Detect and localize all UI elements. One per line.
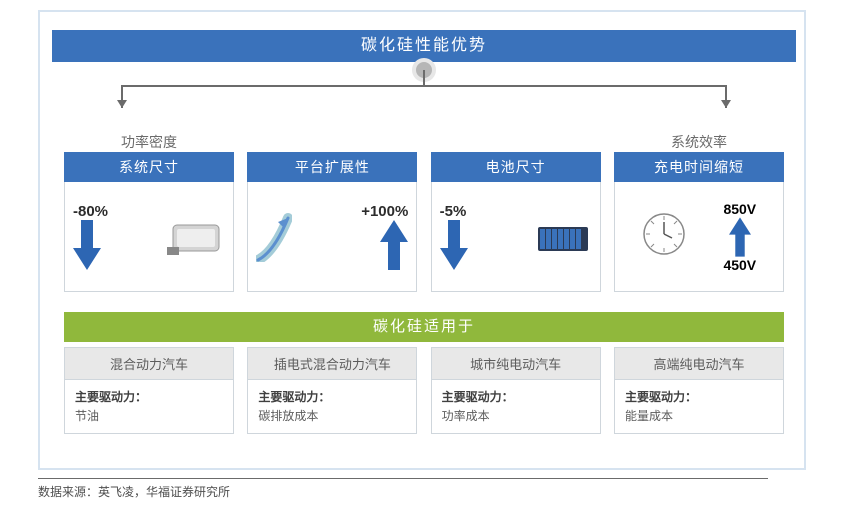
card-body: +100% (247, 182, 417, 292)
applications-title: 碳化硅适用于 (373, 318, 475, 335)
card-header: 充电时间缩短 (614, 152, 784, 182)
arrow-down-icon (440, 220, 468, 270)
title-text: 碳化硅性能优势 (361, 37, 487, 54)
app-value: 节油 (75, 407, 223, 424)
app-label: 主要驱动力： (625, 388, 773, 405)
card-header: 系统尺寸 (64, 152, 234, 182)
app-label: 主要驱动力： (258, 388, 406, 405)
app-phev: 插电式混合动力汽车 主要驱动力： 碳排放成本 (247, 347, 417, 434)
app-label: 主要驱动力： (75, 388, 223, 405)
app-body: 主要驱动力： 碳排放成本 (247, 380, 417, 434)
card-body: 850V 450V (614, 182, 784, 292)
card-battery: 电池尺寸 -5% (431, 152, 601, 292)
metric-value: -80% (73, 203, 108, 220)
voltage-column: 850V 450V (723, 192, 756, 281)
category-labels: 功率密度 系统效率 (64, 132, 784, 152)
volt-low: 450V (723, 257, 756, 273)
card-body: -80% (64, 182, 234, 292)
category-left: 功率密度 (64, 132, 234, 152)
app-body: 主要驱动力： 节油 (64, 380, 234, 434)
cards-row: 系统尺寸 -80% 平台扩展性 (64, 152, 784, 292)
app-title: 城市纯电动汽车 (431, 347, 601, 380)
arrow-down-icon (73, 220, 101, 270)
card-body: -5% (431, 182, 601, 292)
branch-connector (112, 68, 736, 118)
app-value: 能量成本 (625, 407, 773, 424)
app-value: 碳排放成本 (258, 407, 406, 424)
applications-row: 混合动力汽车 主要驱动力： 节油 插电式混合动力汽车 主要驱动力： 碳排放成本 … (64, 347, 784, 434)
arrow-up-icon (729, 217, 751, 257)
source-text: 数据来源：英飞凌，华福证券研究所 (38, 485, 230, 499)
app-body: 主要驱动力： 能量成本 (614, 380, 784, 434)
clock-icon (642, 212, 686, 261)
volt-high: 850V (723, 201, 756, 217)
app-title: 混合动力汽车 (64, 347, 234, 380)
app-title: 插电式混合动力汽车 (247, 347, 417, 380)
inverter-icon (167, 213, 225, 261)
app-value: 功率成本 (442, 407, 590, 424)
app-title: 高端纯电动汽车 (614, 347, 784, 380)
app-hybrid: 混合动力汽车 主要驱动力： 节油 (64, 347, 234, 434)
swoosh-icon (256, 212, 292, 262)
app-body: 主要驱动力： 功率成本 (431, 380, 601, 434)
app-city-ev: 城市纯电动汽车 主要驱动力： 功率成本 (431, 347, 601, 434)
card-platform: 平台扩展性 +100% (247, 152, 417, 292)
app-label: 主要驱动力： (442, 388, 590, 405)
category-right: 系统效率 (614, 132, 784, 152)
card-charging: 充电时间缩短 85 (614, 152, 784, 292)
battery-pack-icon (534, 213, 592, 261)
card-header: 平台扩展性 (247, 152, 417, 182)
card-header: 电池尺寸 (431, 152, 601, 182)
diagram-frame: 碳化硅性能优势 功率密度 系统效率 系统尺寸 -80% (38, 10, 806, 470)
app-premium-ev: 高端纯电动汽车 主要驱动力： 能量成本 (614, 347, 784, 434)
arrow-up-icon (380, 220, 408, 270)
applications-title-bar: 碳化硅适用于 (64, 312, 784, 342)
metric-value: +100% (361, 203, 408, 220)
metric-value: -5% (440, 203, 467, 220)
card-system-size: 系统尺寸 -80% (64, 152, 234, 292)
source-line: 数据来源：英飞凌，华福证券研究所 (38, 478, 768, 500)
